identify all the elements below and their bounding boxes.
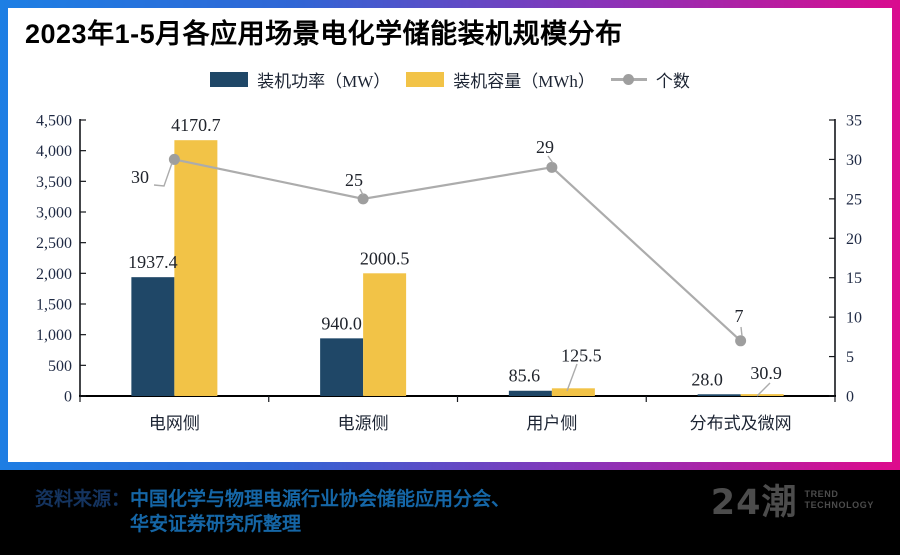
legend-item-count: 个数 [610,67,690,92]
count-line-marker-icon [610,74,647,85]
legend-power-label: 装机功率（MW） [257,72,391,91]
brand-logo-text: 24潮 [710,483,798,523]
legend-capacity-label: 装机容量（MWh） [453,72,595,91]
capacity-swatch-icon [406,72,445,87]
brand-sub-line-2: TECHNOLOGY [804,500,874,510]
brand-logo-subtext: TREND TECHNOLOGY [804,489,874,511]
legend-count-label: 个数 [655,72,690,91]
legend-item-capacity: 装机容量（MWh） [406,67,595,92]
brand-sub-line-1: TREND [804,489,839,499]
chart-title: 2023年1-5月各应用场景电化学储能装机规模分布 [25,19,623,49]
brand-logo: 24潮 TREND TECHNOLOGY [711,485,874,521]
source-text: 中国化学与物理电源行业协会储能应用分会、 华安证券研究所整理 [130,487,510,537]
power-swatch-icon [210,72,249,87]
legend-item-power: 装机功率（MW） [210,67,390,92]
chart-legend: 装机功率（MW） 装机容量（MWh） 个数 [0,67,900,92]
source-line-1: 中国化学与物理电源行业协会储能应用分会、 [130,489,511,510]
source-block: 资料来源： 中国化学与物理电源行业协会储能应用分会、 华安证券研究所整理 [35,487,510,537]
source-label: 资料来源： [35,489,131,510]
source-line-2: 华安证券研究所整理 [130,514,302,535]
footer: 资料来源： 中国化学与物理电源行业协会储能应用分会、 华安证券研究所整理 24潮… [0,470,900,555]
